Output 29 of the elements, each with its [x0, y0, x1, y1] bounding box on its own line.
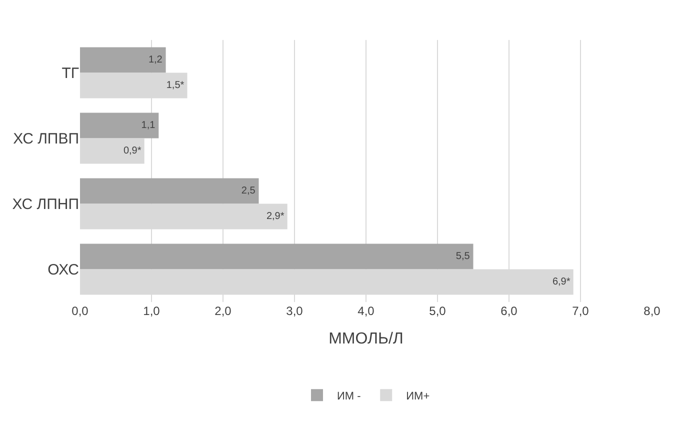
x-tick-label: 5,0: [429, 304, 446, 318]
x-tick-label: 1,0: [143, 304, 160, 318]
y-tick-label: ХС ЛПВП: [13, 130, 79, 148]
data-label: 2,9*: [266, 211, 284, 222]
x-tick-label: 0,0: [72, 304, 89, 318]
bar: [80, 112, 159, 138]
y-tick-label: ОХС: [48, 262, 80, 278]
x-tick-label: 8,0: [644, 304, 661, 318]
bar: [80, 138, 144, 164]
x-tick-label: 6,0: [500, 304, 518, 318]
data-label: 5,5: [456, 250, 470, 262]
x-axis-title: ММОЛЬ/Л: [328, 330, 404, 348]
legend-label: ИМ+: [406, 390, 430, 402]
data-label: 2,5: [241, 185, 256, 196]
bar: [80, 178, 259, 204]
data-label: 1,5*: [166, 80, 184, 92]
data-label: 1,1: [141, 120, 156, 131]
bar: [80, 47, 166, 73]
y-tick-label: ХС ЛПНП: [12, 196, 79, 213]
data-label: 0,9*: [123, 146, 142, 157]
data-label: 1,2: [148, 54, 163, 66]
data-label: 6,9*: [552, 276, 570, 288]
legend-label: ИМ -: [337, 390, 362, 402]
x-tick-label: 4,0: [358, 304, 375, 318]
x-tick-label: 2,0: [214, 304, 232, 318]
x-tick-label: 7,0: [572, 304, 590, 318]
y-tick-label: ТГ: [62, 65, 79, 82]
bar: [80, 244, 474, 270]
x-tick-label: 3,0: [286, 304, 304, 318]
